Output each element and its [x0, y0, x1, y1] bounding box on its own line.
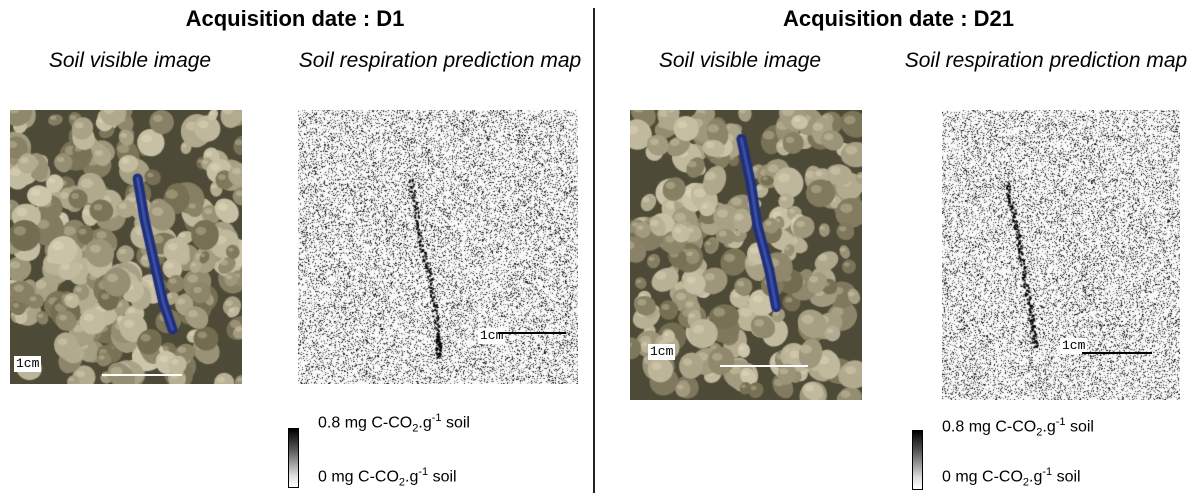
visible-image-caption: Soil visible image	[48, 49, 212, 72]
soil-visible-image: 1cm	[10, 110, 242, 384]
color-scale-bar	[288, 428, 299, 488]
panel-title: Acquisition date : D21	[782, 6, 1015, 31]
scale-label: 1cm	[1060, 338, 1088, 354]
color-scale-bar	[912, 430, 923, 490]
panel-title: Acquisition date : D1	[185, 6, 405, 31]
scale-bar	[498, 332, 566, 334]
legend-high-label: 0.8 mg C-CO2.g-1 soil	[942, 416, 1094, 439]
soil-visible-image: 1cm	[630, 110, 862, 400]
scale-label: 1cm	[14, 356, 42, 372]
panel-d1: Acquisition date : D1 Soil visible image…	[0, 0, 590, 493]
visible-image-caption: Soil visible image	[658, 49, 822, 72]
prediction-map-caption: Soil respiration prediction map	[904, 49, 1188, 72]
panel-d21: Acquisition date : D21 Soil visible imag…	[600, 0, 1197, 493]
prediction-map-caption: Soil respiration prediction map	[298, 49, 582, 72]
scale-bar	[1082, 352, 1152, 354]
soil-respiration-map: 1cm	[942, 110, 1180, 400]
scale-bar	[720, 365, 808, 367]
scale-label: 1cm	[648, 344, 676, 360]
panel-divider	[593, 8, 595, 493]
soil-respiration-map: 1cm	[298, 110, 578, 384]
scale-label: 1cm	[478, 328, 506, 344]
legend-low-label: 0 mg C-CO2.g-1 soil	[318, 466, 457, 489]
scale-bar	[102, 374, 182, 376]
legend-low-label: 0 mg C-CO2.g-1 soil	[942, 466, 1081, 489]
legend-high-label: 0.8 mg C-CO2.g-1 soil	[318, 412, 470, 435]
